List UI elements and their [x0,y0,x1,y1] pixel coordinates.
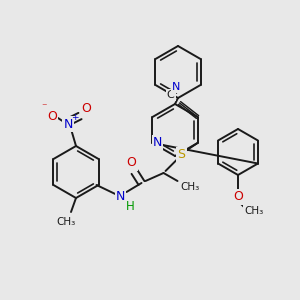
Text: CH₃: CH₃ [180,182,199,192]
Text: N: N [172,82,181,92]
Text: O: O [81,101,91,115]
Text: CH₃: CH₃ [244,206,264,216]
Text: N: N [153,136,162,149]
Text: O: O [127,157,136,169]
Text: C: C [167,90,174,100]
Text: O: O [47,110,57,122]
Text: N: N [116,190,125,202]
Text: S: S [178,148,185,161]
Text: ⁻: ⁻ [41,102,47,112]
Text: CH₃: CH₃ [56,217,76,227]
Text: O: O [233,190,243,203]
Text: N: N [63,118,73,130]
Text: H: H [126,200,135,212]
Text: +: + [71,112,79,122]
